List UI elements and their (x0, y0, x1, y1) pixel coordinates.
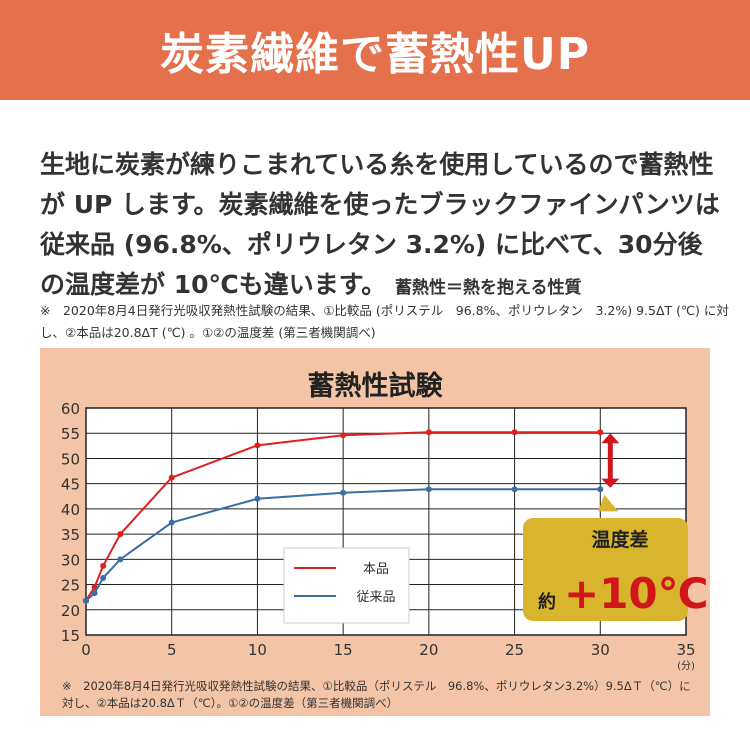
data-point (254, 442, 261, 449)
data-point (340, 489, 347, 496)
callout-prefix: 約 (538, 591, 556, 613)
data-point (425, 429, 432, 436)
header-banner: 炭素繊維で蓄熱性UP (0, 0, 750, 100)
x-tick-label: 10 (248, 641, 267, 659)
x-tick-label: 30 (591, 641, 610, 659)
data-point (168, 519, 175, 526)
y-tick-label: 50 (61, 450, 80, 468)
page-title: 炭素繊維で蓄熱性UP (160, 29, 590, 80)
data-point (254, 495, 261, 502)
legend-box (283, 547, 410, 624)
chart-note: ※ 2020年8月4日発行光吸収発熱性試験の結果、①比較品（ポリステル 96.8… (62, 679, 691, 710)
data-point (168, 474, 175, 481)
callout-label: 温度差 (591, 528, 648, 551)
data-point (117, 556, 124, 563)
y-tick-label: 20 (61, 602, 80, 620)
y-tick-label: 55 (61, 425, 80, 443)
arrow-head-down (601, 478, 620, 488)
callout-pointer (598, 494, 619, 512)
chart-title: 蓄熱性試験 (307, 371, 443, 402)
y-tick-label: 60 (61, 400, 80, 418)
data-point (117, 531, 124, 538)
data-point (91, 590, 98, 597)
x-tick-label: 15 (334, 641, 353, 659)
y-tick-label: 25 (61, 577, 80, 595)
callout-value: +10℃ (564, 569, 709, 618)
x-tick-label: 5 (167, 641, 177, 659)
data-point (597, 429, 604, 436)
x-axis-label: (分) (677, 660, 695, 672)
callout-box (523, 518, 688, 621)
y-tick-label: 45 (61, 476, 80, 494)
x-tick-label: 20 (419, 641, 438, 659)
description-main: 生地に炭素が練りこまれている糸を使用しているので蓄熱性が UP します。炭素繊維… (40, 150, 720, 299)
legend-label: 従来品 (356, 590, 395, 605)
y-tick-label: 30 (61, 551, 80, 569)
footnote: ※ 2020年8月4日発行光吸収発熱性試験の結果、①比較品 (ポリステル 96.… (40, 303, 729, 340)
legend-label: 本品 (363, 562, 389, 577)
data-point (597, 486, 604, 493)
y-tick-label: 15 (61, 627, 80, 645)
data-point (425, 486, 432, 493)
data-point (83, 597, 89, 604)
series-line-0 (85, 431, 601, 602)
x-tick-label: 35 (676, 641, 695, 659)
data-point (100, 574, 107, 581)
series-line-1 (85, 488, 601, 602)
data-point (511, 486, 518, 493)
data-point (511, 429, 518, 436)
description: 生地に炭素が練りこまれている糸を使用しているので蓄熱性が UP します。炭素繊維… (40, 145, 720, 308)
x-tick-label: 25 (505, 641, 524, 659)
y-tick-label: 40 (61, 501, 80, 519)
data-point (340, 432, 347, 439)
description-note: 蓄熱性＝熱を抱える性質 (395, 278, 582, 298)
data-point (100, 562, 107, 569)
x-tick-label: 0 (81, 641, 91, 659)
chart-panel: 蓄熱性試験 15 20 25 30 35 40 45 50 55 60 0 5 10 15 20 25 30 35… (40, 348, 710, 716)
y-tick-label: 35 (61, 526, 80, 544)
arrow-head-up (601, 433, 620, 444)
